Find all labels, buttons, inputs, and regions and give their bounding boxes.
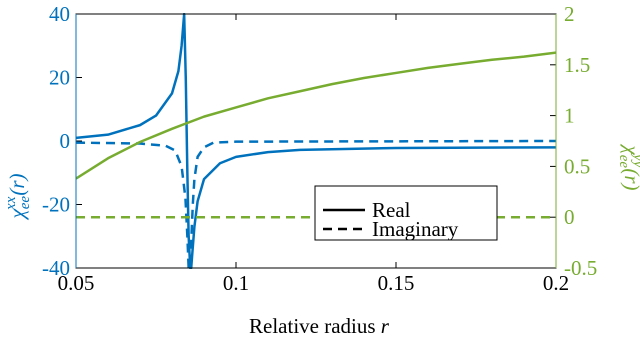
series-right-solid-2 — [76, 51, 556, 180]
legend: Real Imaginary — [314, 185, 498, 241]
legend-real-label: Real — [372, 198, 411, 222]
x-axis-label: Relative radius r — [249, 314, 390, 338]
series-left-dashed-1 — [76, 139, 556, 269]
x-tick-label: 0.05 — [58, 271, 95, 295]
right-y-tick-label: 0.5 — [564, 154, 590, 178]
left-y-tick-label: 20 — [49, 66, 70, 90]
left-y-tick-label: 40 — [49, 2, 70, 26]
x-axis-label-text: Relative radius — [249, 314, 376, 338]
x-axis-label-symbol: r — [381, 314, 390, 338]
x-tick-label: 0.15 — [378, 271, 415, 295]
left-y-tick-label: -20 — [42, 193, 70, 217]
right-y-tick-label: 1.5 — [564, 53, 590, 77]
right-y-axis-label: χeeyy(r) — [617, 143, 640, 190]
right-y-tick-label: -0.5 — [564, 256, 597, 280]
ticks-layer: 0.05 0.1 0.15 0.2 40 20 0 -20 -40 2 1.5 1 0.5 0 -0.5 — [42, 2, 597, 295]
right-y-tick-label: 0 — [564, 205, 575, 229]
left-y-tick-label: -40 — [42, 256, 70, 280]
legend-imaginary-label: Imaginary — [372, 217, 459, 241]
x-tick-label: 0.2 — [543, 271, 569, 295]
x-tick-label: 0.1 — [223, 271, 249, 295]
left-y-axis-label: χeexx(r) — [3, 173, 33, 220]
right-y-tick-label: 1 — [564, 104, 575, 128]
left-y-tick-label: 0 — [60, 129, 71, 153]
legend-box — [314, 185, 498, 241]
right-y-tick-label: 2 — [564, 2, 575, 26]
